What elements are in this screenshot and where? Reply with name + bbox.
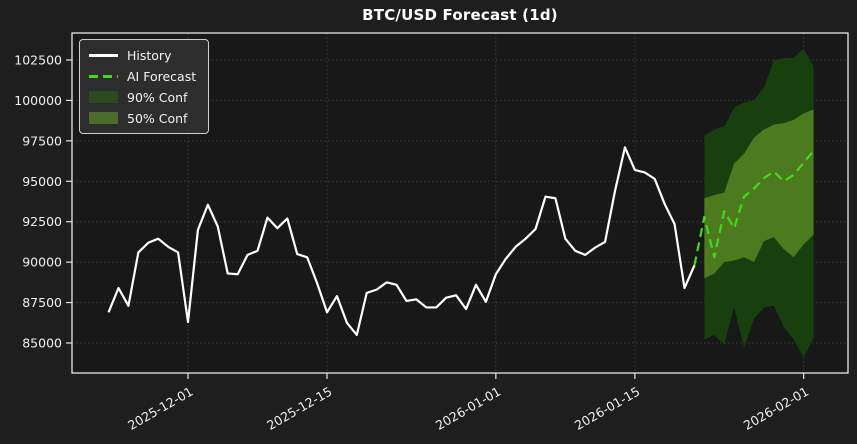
legend-dashed-line-swatch: [89, 74, 118, 78]
legend-label: 90% Conf: [127, 89, 188, 105]
legend-label: History: [127, 47, 172, 63]
legend-patch-swatch: [89, 91, 118, 103]
y-tick-label: 90000: [22, 255, 62, 270]
legend-patch-swatch: [89, 112, 118, 124]
x-tick-label: 2025-12-15: [264, 384, 334, 433]
legend-item-50-conf: 50% Conf: [89, 110, 196, 126]
y-tick-label: 102500: [14, 53, 62, 68]
x-tick-label: 2026-02-01: [741, 384, 811, 433]
legend-item-history: History: [89, 47, 196, 63]
legend-label: 50% Conf: [127, 110, 188, 126]
legend-item-ai-forecast: AI Forecast: [89, 68, 196, 84]
y-tick-label: 92500: [22, 214, 62, 229]
history-line: [107, 146, 696, 337]
y-tick-label: 100000: [14, 93, 62, 108]
legend-line-swatch: [89, 53, 118, 57]
y-tick-label: 95000: [22, 174, 62, 189]
plot-border: [71, 32, 849, 374]
confidence-band-50: [704, 109, 814, 279]
legend: History AI Forecast 90% Conf 50% Conf: [79, 39, 210, 134]
x-tick-label: 2026-01-01: [433, 384, 503, 433]
legend-item-90-conf: 90% Conf: [89, 89, 196, 105]
legend-label: AI Forecast: [127, 68, 197, 84]
x-tick-label: 2026-01-15: [572, 384, 642, 433]
y-tick-label: 87500: [22, 295, 62, 310]
y-tick-label: 97500: [22, 133, 62, 148]
y-tick-label: 85000: [22, 336, 62, 351]
forecast-line: [693, 149, 815, 266]
x-tick-label: 2025-12-01: [125, 384, 195, 433]
chart-title: BTC/USD Forecast (1d): [362, 6, 558, 24]
